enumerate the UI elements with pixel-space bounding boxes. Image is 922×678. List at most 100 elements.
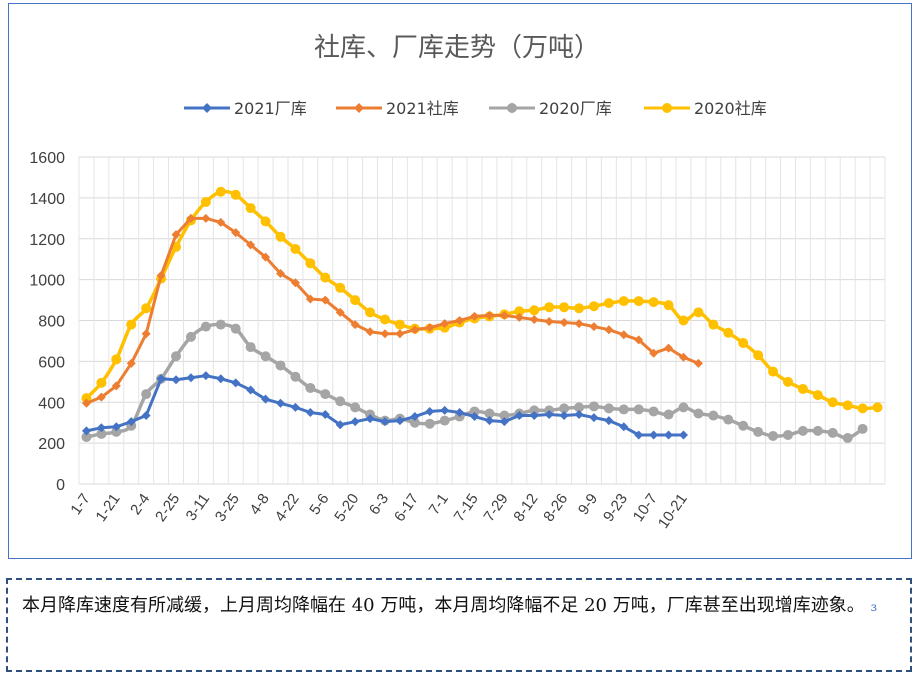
data-point — [141, 303, 152, 314]
x-tick-label: 10-21 — [655, 491, 691, 532]
x-tick-label: 6-3 — [366, 491, 392, 519]
data-point — [618, 296, 629, 307]
series-2021社库 — [81, 213, 703, 408]
data-point — [723, 414, 734, 425]
x-tick-label: 5-20 — [331, 491, 362, 525]
data-point — [633, 404, 644, 415]
legend: 2021厂库 2021社库 2020厂库 2020社库 — [184, 99, 767, 118]
data-point — [514, 312, 524, 322]
data-point — [335, 307, 345, 317]
data-point — [171, 351, 182, 362]
data-point — [544, 302, 555, 313]
data-point — [126, 358, 136, 368]
data-point — [424, 418, 435, 429]
data-point — [261, 252, 271, 262]
data-point — [588, 401, 599, 412]
data-point — [664, 430, 674, 440]
data-point — [409, 417, 420, 428]
data-point — [499, 310, 509, 320]
data-point — [335, 282, 346, 293]
data-point — [365, 414, 375, 424]
data-point — [604, 416, 614, 426]
note-mark: ɜ — [870, 600, 877, 614]
x-tick-label: 1-21 — [92, 491, 123, 525]
data-point — [559, 403, 570, 414]
data-point — [245, 203, 256, 214]
data-point — [290, 278, 300, 288]
data-point — [290, 371, 301, 382]
y-tick-label: 200 — [38, 436, 65, 453]
data-point — [649, 430, 659, 440]
data-point — [395, 329, 405, 339]
y-tick-label: 600 — [38, 354, 65, 371]
data-point — [693, 408, 704, 419]
x-tick-label: 6-17 — [391, 491, 422, 525]
data-point — [276, 398, 285, 408]
commentary-box: 本月降库速度有所减缓，上月周均降幅在 40 万吨，本月周均降幅不足 20 万吨，… — [6, 578, 912, 672]
data-point — [410, 412, 420, 422]
y-tick-label: 400 — [38, 395, 65, 412]
data-point — [574, 410, 584, 420]
legend-item: 2020社库 — [644, 99, 767, 118]
data-point — [200, 321, 211, 332]
data-point — [320, 272, 331, 283]
data-point — [529, 405, 540, 416]
data-point — [440, 319, 450, 329]
x-axis: 1-71-21 2-42-25 3-113-25 4-84-22 5-65-20 6-36… — [67, 491, 690, 532]
data-point — [81, 426, 91, 436]
data-point — [574, 303, 585, 314]
data-point — [693, 307, 704, 318]
commentary-text: 本月降库速度有所减缓，上月周均降幅在 40 万吨，本月周均降幅不足 20 万吨，… — [22, 590, 896, 623]
data-point — [455, 407, 465, 417]
data-point — [141, 411, 151, 421]
data-point — [185, 331, 196, 342]
data-point — [827, 427, 838, 438]
data-point — [335, 396, 346, 407]
data-point — [320, 295, 330, 305]
x-tick-label: 2-4 — [127, 491, 153, 519]
data-point — [260, 351, 271, 362]
data-point — [618, 404, 629, 415]
data-point — [678, 402, 689, 413]
y-tick-label: 0 — [56, 477, 65, 494]
data-point — [305, 294, 315, 304]
data-point — [514, 306, 525, 317]
data-point — [529, 314, 539, 324]
data-point — [678, 315, 689, 326]
data-point — [425, 406, 435, 416]
data-point — [679, 430, 688, 440]
x-tick-label: 1-7 — [67, 491, 93, 519]
y-tick-label: 1600 — [29, 150, 65, 167]
data-point — [231, 378, 241, 388]
data-point — [634, 430, 644, 440]
x-tick-label: 5-6 — [306, 491, 332, 519]
data-point — [872, 402, 883, 413]
data-point — [215, 186, 226, 197]
x-tick-label: 7-29 — [481, 491, 512, 525]
data-point — [96, 377, 107, 388]
data-point — [753, 426, 764, 437]
data-point — [111, 354, 122, 365]
data-point — [394, 319, 405, 330]
data-point — [499, 410, 510, 421]
legend-item: 2020厂库 — [489, 99, 612, 118]
data-point — [723, 327, 734, 338]
data-point — [81, 398, 91, 408]
data-point — [171, 375, 181, 385]
data-point — [156, 271, 166, 281]
legend-label: 2020厂库 — [539, 99, 612, 118]
data-point — [574, 402, 585, 413]
legend-marker — [507, 103, 517, 113]
data-point — [603, 298, 614, 309]
data-point — [663, 300, 674, 311]
data-point — [260, 216, 271, 227]
data-point — [246, 240, 256, 250]
y-axis: 0 200 400 600 800 1000 1200 1400 1600 — [29, 150, 65, 494]
data-point — [230, 323, 241, 334]
data-point — [439, 415, 450, 426]
data-point — [201, 371, 211, 381]
legend-marker — [354, 103, 364, 113]
data-point — [126, 417, 136, 427]
data-point — [782, 376, 793, 387]
data-point — [111, 422, 121, 432]
